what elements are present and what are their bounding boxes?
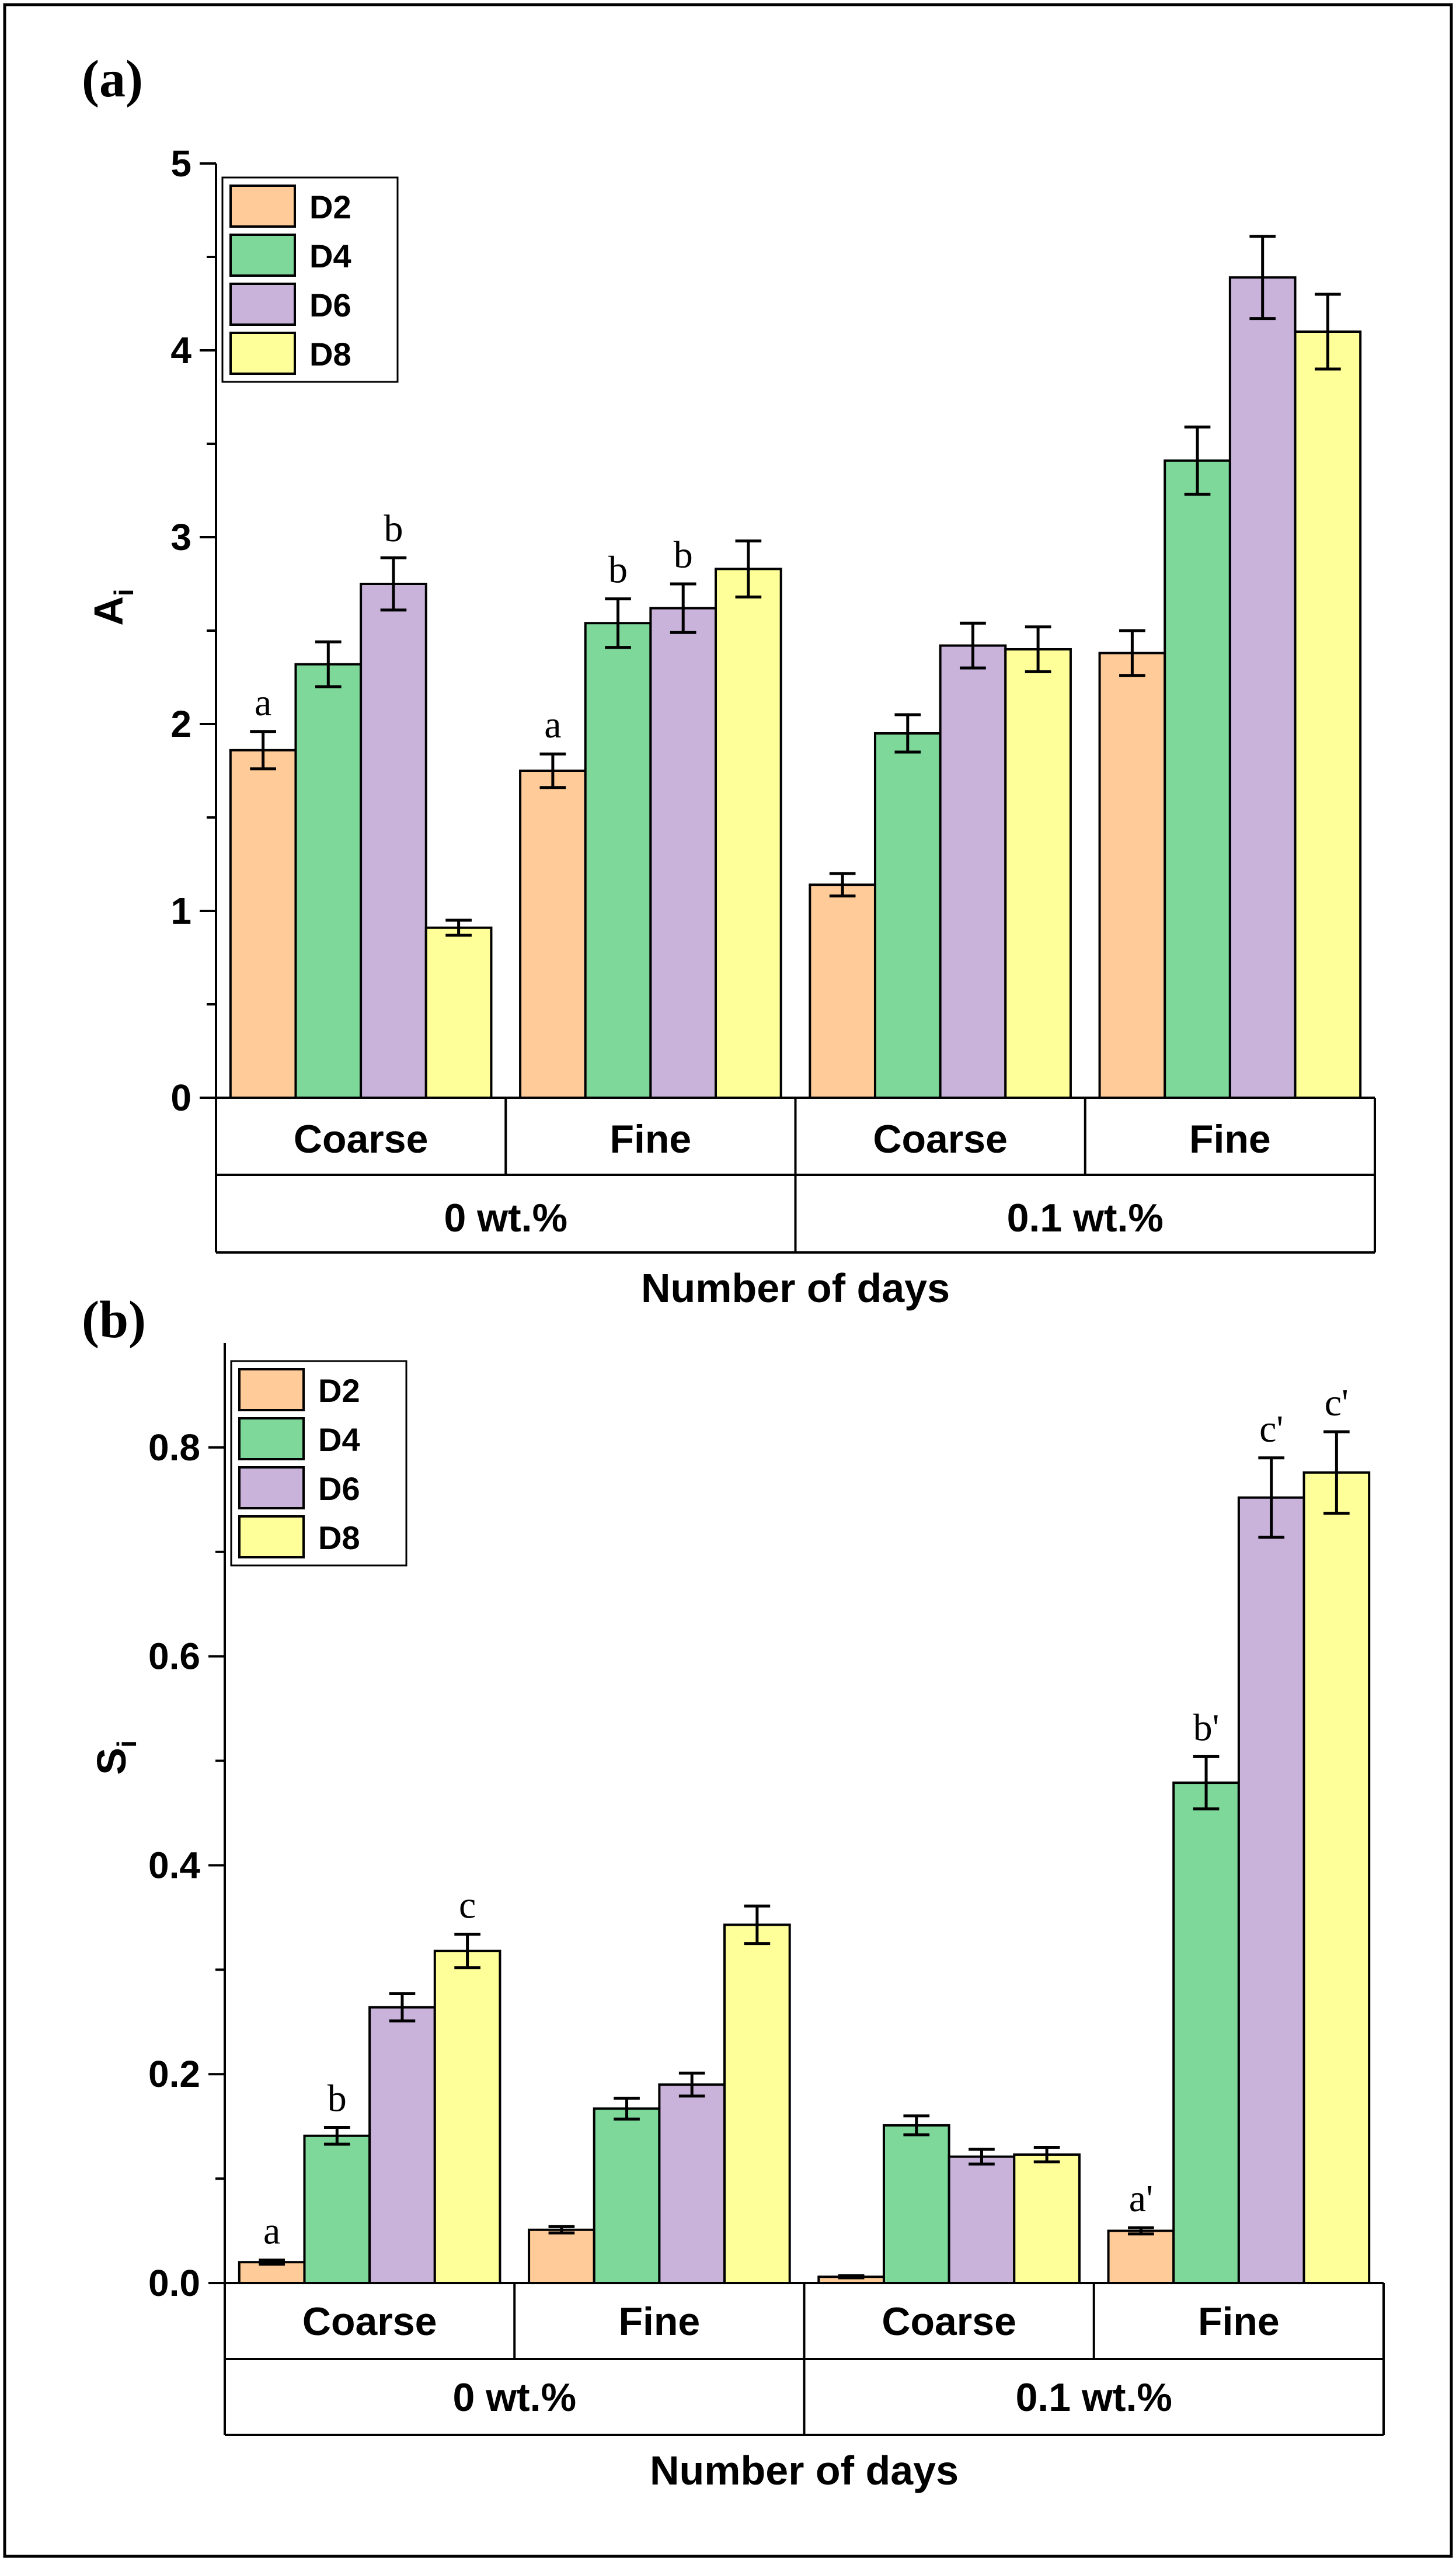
panel-label: (a) [82,50,143,108]
significance-label: c [459,1884,476,1927]
bar-d6 [1237,1496,1305,2284]
bar-d4 [1172,1781,1240,2285]
bar-d4 [1164,459,1231,1099]
bar-d4 [584,622,652,1099]
bar-d6 [1228,276,1297,1099]
significance-label: c' [1325,1382,1349,1424]
bar-d4 [294,663,363,1099]
bar-d2 [229,749,297,1099]
bar-d8 [433,1950,501,2284]
legend-swatch-d2 [238,1368,305,1411]
legend-label: D4 [318,1421,360,1458]
legend-label: D2 [309,189,351,225]
bar-d6 [649,607,717,1099]
y-tick-label: 0.6 [148,1636,200,1678]
legend-swatch-d2 [229,185,296,228]
x-axis-title: Number of days [650,2448,959,2493]
bar-d8 [715,568,782,1099]
legend-swatch-d4 [238,1417,305,1460]
legend-swatch-d8 [229,332,296,375]
panel-a: (a) a a b b b 0 1 2 3 4 5 Ai Coarse Fine Coarse Fine 0 wt… [82,50,1376,1311]
y-tick-label: 0 [170,1077,191,1119]
legend-label: D6 [309,287,351,323]
bar-d8 [1004,648,1072,1099]
bar-d2 [1107,2229,1175,2285]
bar-d8 [1302,1471,1371,2284]
legend-label: D6 [318,1470,360,1507]
significance-label: a [544,704,561,746]
legend-label: D8 [309,336,351,373]
bar-d4 [882,2124,950,2284]
panel-label: (b) [82,1291,146,1349]
significance-label: b [384,507,403,550]
bar-d4 [873,732,942,1099]
bar-d2 [519,770,587,1099]
category-label: Fine [1189,1117,1271,1161]
significance-label: c' [1259,1408,1283,1450]
bar-d6 [368,2006,436,2285]
legend-label: D8 [318,1519,360,1556]
legend-label: D2 [318,1372,360,1409]
legend-swatch-d6 [238,1466,305,1509]
bar-d8 [1013,2153,1081,2284]
y-tick-label: 0.0 [148,2262,200,2304]
y-axis-title: Si [89,1740,142,1774]
legend-label: D4 [309,238,351,274]
significance-label: b [328,2077,347,2120]
bar-d6 [360,583,427,1099]
significance-label: a [255,681,271,724]
y-axis-title: Ai [86,589,139,625]
bar-d2 [528,2228,595,2284]
x-axis-title: Number of days [641,1265,950,1311]
significance-label: b [608,549,628,591]
significance-label: a [263,2210,280,2253]
group-label: 0.1 wt.% [1007,1196,1164,1240]
bar-d4 [593,2107,661,2285]
category-label: Fine [609,1117,691,1161]
legend-swatch-d8 [238,1515,305,1558]
bar-d6 [939,644,1007,1099]
significance-label: a' [1129,2177,1153,2220]
group-label: 0 wt.% [444,1196,567,1240]
group-label: 0 wt.% [452,2375,576,2420]
y-tick-label: 2 [170,703,191,745]
significance-label: b' [1193,1706,1220,1749]
bar-d8 [1294,330,1362,1099]
category-label: Fine [1198,2299,1280,2344]
legend-swatch-d6 [229,283,296,326]
bar-d8 [723,1923,791,2284]
bar-d8 [424,926,493,1099]
bar-d6 [948,2155,1016,2284]
legend: D2 D4 D6 D8 [221,176,399,383]
significance-label: b [674,534,693,576]
y-tick-label: 4 [170,329,191,371]
group-label: 0.1 wt.% [1016,2375,1172,2420]
category-label: Coarse [882,2299,1016,2344]
panel-b: (b) a a' b b' c' c c' 0.0 0.2 0.4 0.6 0.8 Si Coarse Fin… [82,1291,1385,2493]
category-label: Coarse [302,2299,437,2344]
category-label: Fine [618,2299,700,2344]
y-tick-label: 5 [170,142,191,185]
y-tick-label: 3 [170,516,191,558]
legend: D2 D4 D6 D8 [230,1360,407,1567]
bar-d4 [303,2134,371,2284]
bar-d6 [658,2083,726,2284]
category-label: Coarse [873,1117,1008,1161]
bar-d2 [809,883,876,1099]
y-tick-label: 0.8 [148,1426,200,1469]
y-tick-label: 0.2 [148,2053,200,2095]
category-label: Coarse [294,1117,429,1161]
bar-d2 [1098,652,1166,1099]
legend-swatch-d4 [229,234,296,277]
y-tick-label: 1 [170,890,191,932]
y-tick-label: 0.4 [148,1844,200,1886]
